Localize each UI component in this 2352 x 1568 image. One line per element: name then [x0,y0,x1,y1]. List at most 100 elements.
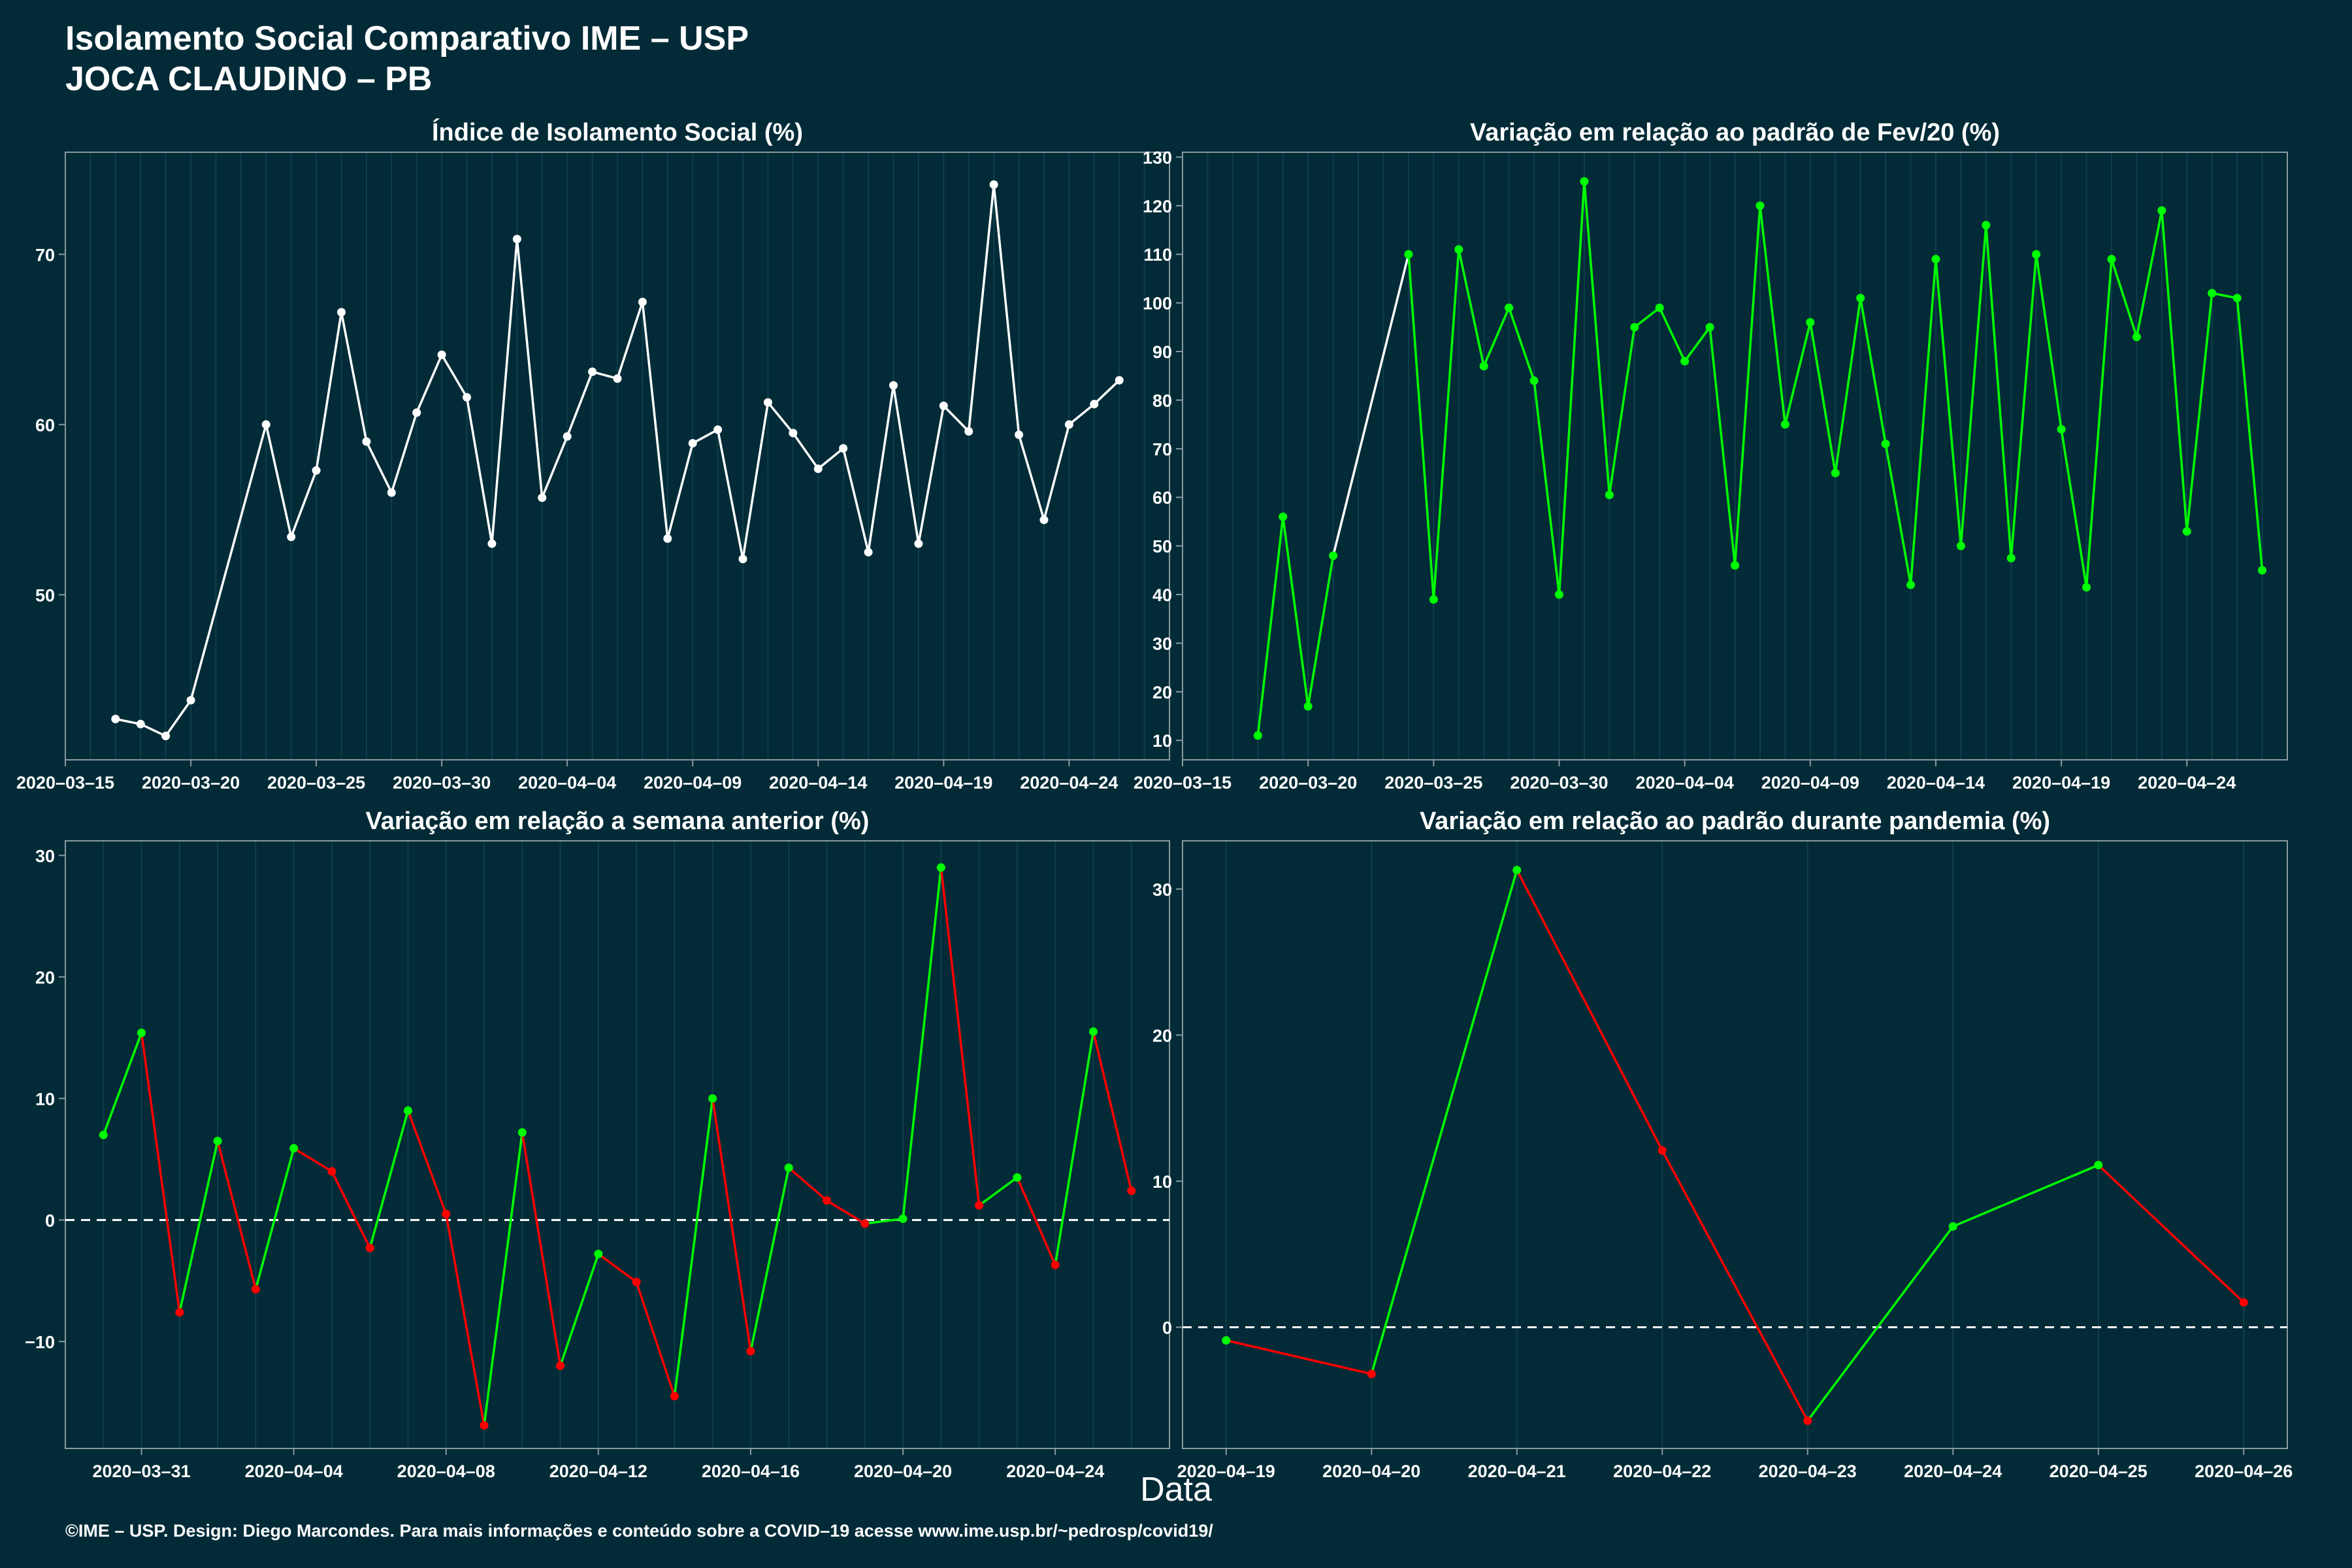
series-line-segment [2185,293,2213,532]
series-line-segment [1884,444,1912,585]
data-point [823,1196,832,1205]
data-point [287,532,296,542]
data-point [1367,1369,1376,1379]
series-line-segment [749,1167,790,1352]
series-line-segment [817,447,844,470]
series-line-segment [1370,870,1518,1375]
x-tick-label: 2020–04–19 [894,773,992,792]
plot-border [65,152,1170,760]
y-tick-label: 20 [1152,1026,1172,1045]
data-point [1404,250,1413,259]
data-point [1303,702,1313,711]
series-line-segment [692,429,719,445]
series-line-segment [315,312,343,471]
series-line-segment [616,301,644,380]
data-point [746,1347,755,1356]
series-line-segment [2110,259,2138,338]
data-point [1680,357,1690,366]
series-line-segment [826,1200,866,1225]
data-point [613,374,622,383]
series-line-segment [416,354,443,414]
data-point [480,1421,489,1430]
data-point [1015,430,1024,439]
data-point [789,429,798,438]
series-line-segment [1834,297,1862,474]
series-line-segment [1092,1031,1133,1192]
x-tick-label: 2020–04–14 [1887,773,1985,792]
data-point [1429,595,1438,604]
y-tick-label: 10 [1152,731,1172,751]
series-line-segment [216,1140,257,1290]
data-point [1454,245,1463,254]
series-line-segment [559,1253,600,1367]
series-line-segment [2236,298,2264,571]
data-point [914,539,923,548]
y-tick-label: 30 [35,846,55,866]
series-line-segment [939,867,981,1206]
series-line-segment [1482,307,1511,367]
data-point [688,438,697,448]
y-tick-label: 70 [1152,440,1172,459]
x-tick-label: 2020–04–19 [2012,773,2110,792]
data-point [1605,491,1614,500]
series-line-segment [189,424,267,701]
data-point [412,408,421,417]
series-line-segment [1784,321,1812,425]
y-tick-label: 100 [1143,294,1172,314]
x-tick-label: 2020–04–21 [1468,1462,1566,1481]
x-tick-label: 2020–04–04 [518,773,616,792]
data-point [989,180,998,189]
data-point [2182,527,2191,536]
data-point [1931,255,1940,264]
series-line-segment [1658,307,1686,362]
data-point [1705,323,1714,332]
data-point [1479,361,1488,370]
series-line-segment [1909,259,1937,585]
series-line-segment [290,470,318,538]
series-line-segment [992,184,1021,435]
panel-title: Variação em relação a semana anterior (%… [366,808,870,835]
series-line-segment [521,1132,562,1366]
series-line-segment [767,401,794,434]
y-tick-label: 0 [45,1211,55,1230]
series-line-segment [165,699,192,737]
series-line-segment [368,1110,410,1249]
y-tick-label: 60 [35,416,55,435]
data-point [2132,333,2141,342]
series-line-segment [178,1141,219,1313]
series-line-segment [2010,254,2038,559]
x-tick-label: 2020–03–25 [1384,773,1482,792]
series-line-segment [867,385,895,553]
data-point [362,437,371,446]
plot-border [1182,840,2288,1449]
series-line-segment [365,441,393,493]
series-line-segment [1054,1031,1095,1266]
data-point [2258,566,2267,575]
data-point [1064,420,1073,429]
series-line-segment [967,184,995,432]
data-point [2057,425,2066,434]
series-line-segment [1432,249,1460,600]
panel-variation-feb: Variação em relação ao padrão de Fev/20 … [1134,119,2288,792]
data-point [2239,1298,2248,1307]
data-point [1127,1186,1136,1196]
data-point [708,1094,717,1103]
panel-variation-previous-week: Variação em relação a semana anterior (%… [25,808,1170,1481]
series-line-segment [943,404,970,433]
series-line-segment [978,1176,1018,1207]
series-line-segment [483,1132,524,1426]
data-point [1329,551,1338,561]
series-line-segment [1661,1150,1809,1422]
series-line-segment [1809,322,1837,474]
series-line-segment [140,1032,181,1313]
data-point [175,1308,184,1317]
data-point [1580,177,1589,186]
data-point [2094,1160,2103,1169]
series-line-segment [102,1032,143,1135]
series-line-segment [2135,210,2163,338]
y-tick-label: 30 [1152,634,1172,653]
series-line-segment [1093,379,1120,405]
data-point [2107,255,2116,264]
panel-variation-pandemic: Variação em relação ao padrão durante pa… [1152,808,2293,1481]
data-point [936,863,945,872]
